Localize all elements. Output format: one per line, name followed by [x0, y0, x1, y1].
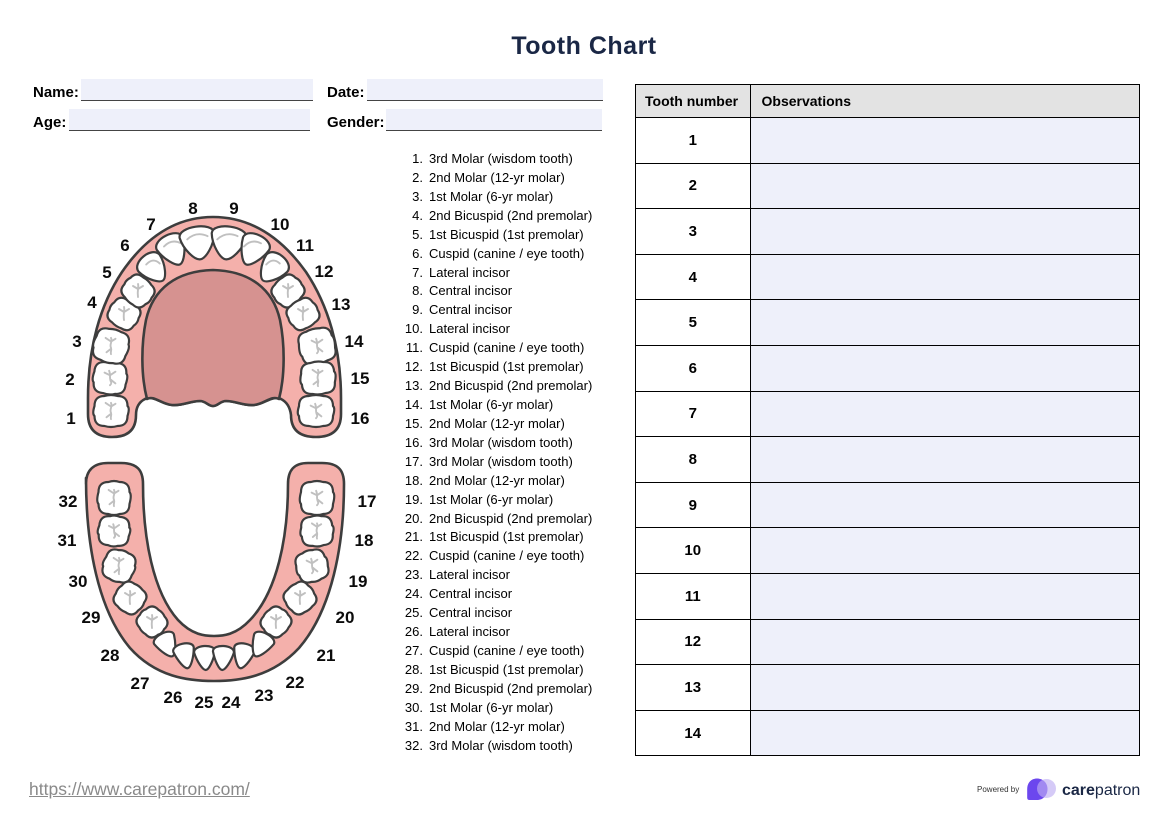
svg-text:3: 3 — [72, 332, 81, 351]
svg-text:22: 22 — [286, 673, 305, 692]
svg-text:9: 9 — [229, 200, 238, 218]
svg-text:29: 29 — [82, 608, 101, 627]
svg-text:12: 12 — [315, 262, 334, 281]
svg-text:25: 25 — [195, 693, 214, 712]
svg-text:17: 17 — [358, 492, 377, 511]
svg-text:30: 30 — [69, 572, 88, 591]
svg-text:1: 1 — [66, 409, 75, 428]
svg-text:15: 15 — [351, 369, 370, 388]
svg-text:8: 8 — [188, 200, 197, 218]
svg-text:4: 4 — [87, 293, 97, 312]
svg-text:27: 27 — [131, 674, 150, 693]
svg-text:5: 5 — [102, 263, 111, 282]
svg-text:10: 10 — [271, 215, 290, 234]
svg-text:11: 11 — [296, 236, 314, 255]
svg-text:24: 24 — [222, 693, 241, 712]
svg-text:32: 32 — [59, 492, 78, 511]
svg-text:23: 23 — [255, 686, 274, 705]
svg-text:18: 18 — [355, 531, 374, 550]
svg-text:16: 16 — [351, 409, 370, 428]
svg-text:20: 20 — [336, 608, 355, 627]
svg-text:6: 6 — [120, 236, 129, 255]
svg-text:14: 14 — [345, 332, 364, 351]
svg-text:2: 2 — [65, 370, 74, 389]
svg-text:7: 7 — [146, 215, 155, 234]
svg-text:31: 31 — [58, 531, 77, 550]
svg-text:26: 26 — [164, 688, 183, 707]
svg-text:21: 21 — [317, 646, 336, 665]
svg-text:19: 19 — [349, 572, 368, 591]
svg-text:28: 28 — [101, 646, 120, 665]
svg-text:13: 13 — [332, 295, 351, 314]
